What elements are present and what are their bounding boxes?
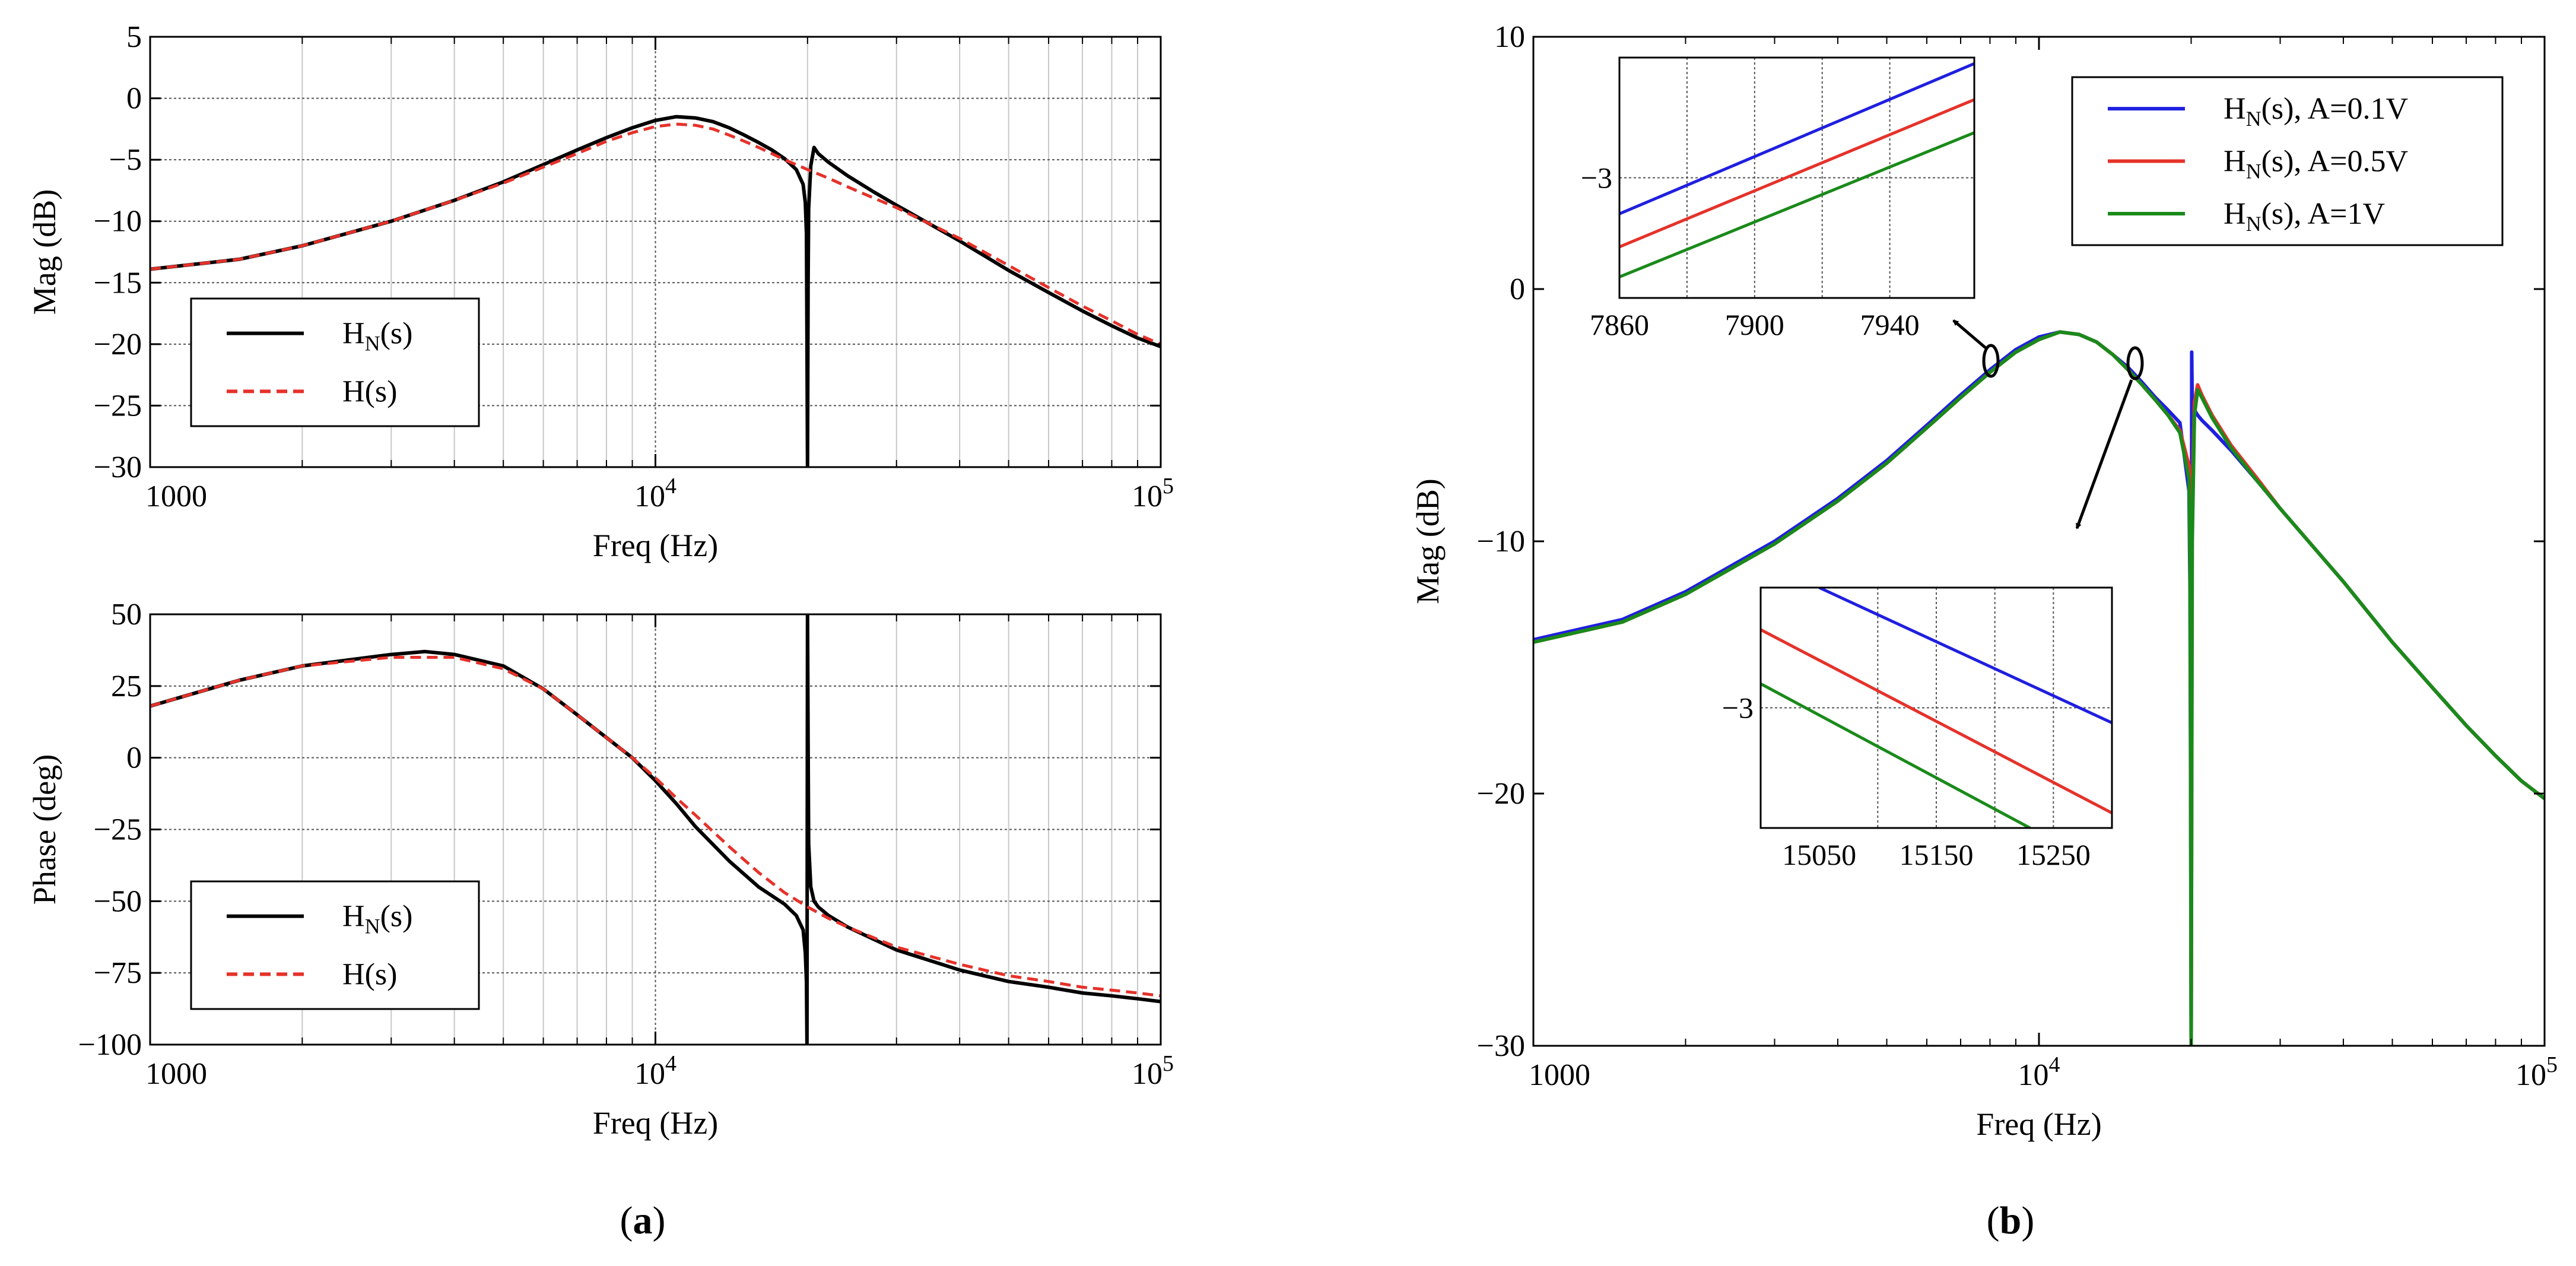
- zoom-marker-upper: [1982, 344, 2000, 378]
- y-axis-label: Mag (dB): [1410, 478, 1446, 604]
- zoom-marker-lower: [2126, 346, 2144, 380]
- x-tick-label: 1000: [145, 1057, 207, 1091]
- inset-series-group: [1761, 588, 2112, 828]
- zoom-arrow-upper: [1952, 319, 1987, 349]
- y-tick-label: −15: [94, 266, 142, 300]
- x-tick-label: 1000: [145, 480, 207, 513]
- legend-box: [190, 297, 480, 427]
- series-line-1: [150, 614, 1161, 1045]
- y-tick-label: −50: [94, 884, 142, 918]
- y-tick-label: −10: [1477, 525, 1525, 559]
- y-tick-label: −30: [94, 450, 142, 484]
- y-tick-label: 0: [1510, 272, 1525, 306]
- inset-frame: [1618, 56, 1975, 299]
- x-tick-label: 105: [1132, 1051, 1174, 1091]
- inset-series-line-3: [1619, 131, 1974, 278]
- inset-x-tick-label: 15250: [2016, 838, 2091, 871]
- legend: HN(s)H(s): [190, 297, 480, 427]
- inset-series-line-1: [1619, 62, 1974, 215]
- series-group: [1533, 330, 2545, 1046]
- y-tick-label: 25: [111, 670, 142, 703]
- y-tick-label: 50: [111, 598, 142, 632]
- series-group: [150, 115, 1161, 467]
- zoom-arrow-lower: [2075, 379, 2133, 529]
- inset-y-tick-label: −3: [1722, 691, 1754, 725]
- y-tick-label: −10: [94, 205, 142, 239]
- inset-frame: [1759, 586, 2113, 829]
- y-tick-label: 0: [126, 82, 142, 116]
- y-tick-label: −5: [109, 143, 142, 177]
- inset-series-line-2: [1761, 628, 2112, 814]
- x-tick-label: 1000: [1529, 1058, 1590, 1092]
- inset-x-tick-label: 7860: [1590, 308, 1649, 341]
- inset-upper-zoom: −3 7860 7900 7940: [1581, 56, 1975, 341]
- series-line-2: [150, 656, 1161, 998]
- legend: HN(s)H(s): [190, 880, 480, 1010]
- series-line-2: [150, 122, 1161, 346]
- x-axis-label: Freq (Hz): [593, 1105, 718, 1141]
- x-tick-label: 104: [2018, 1052, 2060, 1092]
- panel-label-b: (b): [1987, 1199, 2035, 1242]
- y-tick-label: −20: [94, 328, 142, 361]
- y-tick-label: 0: [126, 741, 142, 775]
- panel-label-a: (a): [620, 1199, 666, 1242]
- y-tick-label: −75: [94, 956, 142, 990]
- y-tick-label: 5: [126, 20, 142, 54]
- inset-lower-zoom: −3 15050 15150 15250: [1722, 586, 2113, 871]
- y-axis-label: Mag (dB): [27, 189, 62, 315]
- x-axis-label: Freq (Hz): [593, 528, 718, 563]
- x-tick-label: 105: [1132, 474, 1174, 513]
- series-group: [150, 614, 1161, 1045]
- y-tick-label: 10: [1494, 20, 1525, 54]
- inset-x-tick-label: 15150: [1900, 838, 1974, 871]
- inset-series-line-1: [1818, 588, 2112, 725]
- y-tick-label: −25: [94, 389, 142, 423]
- inset-x-tick-label: 15050: [1782, 838, 1856, 871]
- inset-x-tick-label: 7900: [1725, 308, 1784, 341]
- inset-y-tick-label: −3: [1581, 161, 1612, 195]
- y-tick-label: −30: [1477, 1029, 1525, 1063]
- x-tick-label: 104: [634, 474, 676, 513]
- y-tick-label: −20: [1477, 777, 1525, 811]
- zoom-annotations: [1952, 319, 2144, 529]
- inset-series-line-2: [1619, 98, 1974, 249]
- x-tick-label: 104: [634, 1051, 676, 1091]
- inset-series-line-3: [1761, 682, 2031, 828]
- legend-box: [190, 880, 480, 1010]
- legend-entry-label: H(s): [342, 957, 397, 991]
- inset-series-group: [1619, 62, 1974, 278]
- legend-entry-label: HN(s), A=1V: [2224, 197, 2385, 236]
- series-line-3: [1533, 330, 2545, 1046]
- legend-entry-label: H(s): [342, 375, 397, 408]
- y-tick-label: −25: [94, 813, 142, 847]
- y-axis-label: Phase (deg): [27, 754, 62, 905]
- x-axis-label: Freq (Hz): [1976, 1106, 2101, 1142]
- y-tick-label: −100: [78, 1028, 142, 1062]
- legend-entry-label: HN(s), A=0.5V: [2224, 145, 2408, 183]
- inset-x-tick-label: 7940: [1860, 308, 1920, 341]
- x-tick-label: 105: [2515, 1052, 2558, 1092]
